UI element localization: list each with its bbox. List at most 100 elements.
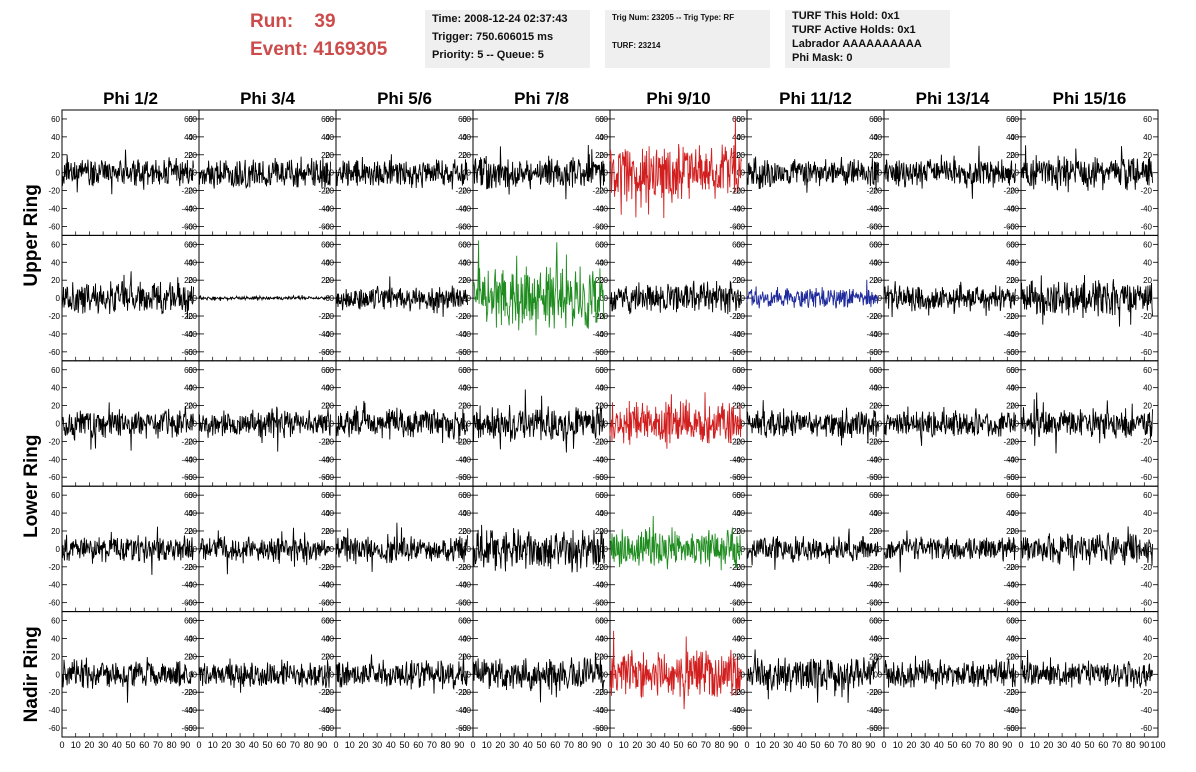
y-tick-label: -20: [48, 688, 60, 697]
x-tick-label: 90: [317, 740, 327, 750]
y-tick-label: 20: [1010, 402, 1019, 411]
x-tick-label: 90: [454, 740, 464, 750]
y-tick-label: 20: [736, 527, 745, 536]
y-tick-label: 40: [188, 634, 197, 643]
y-tick-label: -60: [455, 724, 467, 733]
y-tick-label: 40: [736, 133, 745, 142]
y-tick-label: -60: [181, 599, 193, 608]
y-tick-label: 40: [325, 133, 334, 142]
y-tick-label: 40: [1143, 133, 1152, 142]
y-tick-label: 20: [595, 527, 604, 536]
y-tick-label: 20: [869, 652, 878, 661]
y-tick-label: -60: [1007, 473, 1019, 482]
waveform-trace: [609, 392, 742, 449]
y-tick-label: 20: [188, 402, 197, 411]
y-tick-label: 60: [458, 366, 467, 375]
y-tick-label: -20: [1007, 563, 1019, 572]
y-tick-label: 40: [595, 133, 604, 142]
x-tick-label: 70: [153, 740, 163, 750]
y-tick-label: -40: [733, 455, 745, 464]
y-tick-label: -40: [870, 706, 882, 715]
y-tick-label: -60: [729, 348, 741, 357]
y-tick-label: -20: [1003, 187, 1015, 196]
y-tick-label: -60: [322, 599, 334, 608]
y-tick-label: 20: [1006, 652, 1015, 661]
y-tick-label: 20: [462, 652, 471, 661]
y-tick-label: 0: [874, 670, 879, 679]
y-tick-label: -40: [322, 455, 334, 464]
y-tick-label: 60: [188, 617, 197, 626]
run-label: Run:: [250, 11, 294, 32]
y-tick-label: 60: [188, 366, 197, 375]
y-tick-label: -40: [733, 581, 745, 590]
y-tick-label: -40: [455, 581, 467, 590]
y-tick-label: 20: [873, 151, 882, 160]
y-tick-label: -20: [322, 312, 334, 321]
y-tick-label: -60: [729, 724, 741, 733]
y-tick-label: 20: [458, 527, 467, 536]
y-tick-label: 60: [1143, 491, 1152, 500]
y-tick-label: -40: [733, 205, 745, 214]
y-tick-label: -40: [322, 330, 334, 339]
y-tick-label: 20: [873, 527, 882, 536]
y-tick-label: -60: [596, 473, 608, 482]
y-tick-label: -20: [318, 563, 330, 572]
y-tick-label: -60: [459, 724, 471, 733]
y-tick-label: 20: [732, 652, 741, 661]
y-tick-label: 40: [595, 258, 604, 267]
y-tick-label: 0: [878, 169, 883, 178]
y-tick-label: -20: [592, 563, 604, 572]
ring-label: Nadir Ring: [21, 626, 42, 722]
x-tick-label: 40: [934, 740, 944, 750]
y-tick-label: -60: [592, 222, 604, 231]
y-tick-label: -60: [733, 599, 745, 608]
x-tick-label: 30: [509, 740, 519, 750]
y-tick-label: -40: [1140, 706, 1152, 715]
x-tick-label: 20: [1043, 740, 1053, 750]
y-tick-label: -20: [870, 312, 882, 321]
waveform-trace: [198, 406, 331, 452]
y-tick-label: -20: [455, 437, 467, 446]
waveform-trace: [198, 658, 331, 693]
y-tick-label: -40: [1007, 330, 1019, 339]
y-tick-label: 20: [873, 402, 882, 411]
y-tick-label: 0: [741, 169, 746, 178]
y-tick-label: 0: [1015, 420, 1020, 429]
y-tick-label: 60: [1010, 617, 1019, 626]
y-tick-label: -20: [592, 187, 604, 196]
x-tick-label: 0: [59, 740, 64, 750]
y-tick-label: -20: [1140, 187, 1152, 196]
y-tick-label: 60: [458, 240, 467, 249]
x-tick-label: 30: [372, 740, 382, 750]
y-tick-label: 40: [458, 133, 467, 142]
y-tick-label: 40: [732, 509, 741, 518]
x-tick-label: 20: [632, 740, 642, 750]
x-tick-label: 10: [893, 740, 903, 750]
y-tick-label: 60: [188, 115, 197, 124]
y-tick-label: -60: [596, 222, 608, 231]
x-tick-label: 10: [619, 740, 629, 750]
waveform-trace: [1020, 526, 1153, 571]
y-tick-label: -20: [181, 563, 193, 572]
waveform-trace: [746, 400, 879, 446]
y-tick-label: 60: [869, 240, 878, 249]
trigger-info-panel: Trig Num: 23205 -- Trig Type: RF TURF: 2…: [605, 10, 770, 68]
y-tick-label: -20: [870, 187, 882, 196]
y-tick-label: 60: [736, 617, 745, 626]
y-tick-label: -40: [596, 581, 608, 590]
waveform-trace: [472, 652, 605, 703]
y-tick-label: -40: [592, 581, 604, 590]
y-tick-label: 20: [873, 276, 882, 285]
turf-line: TURF: 23214: [612, 41, 661, 50]
y-tick-label: -20: [318, 187, 330, 196]
y-tick-label: 60: [1006, 366, 1015, 375]
event-value: 4169305: [313, 39, 388, 60]
y-tick-label: -20: [733, 437, 745, 446]
x-tick-label: 40: [797, 740, 807, 750]
y-tick-label: -60: [318, 724, 330, 733]
x-tick-label: 40: [660, 740, 670, 750]
y-tick-label: 60: [325, 240, 334, 249]
y-tick-label: 20: [462, 151, 471, 160]
x-tick-label: 30: [1057, 740, 1067, 750]
x-tick-label: 60: [1098, 740, 1108, 750]
